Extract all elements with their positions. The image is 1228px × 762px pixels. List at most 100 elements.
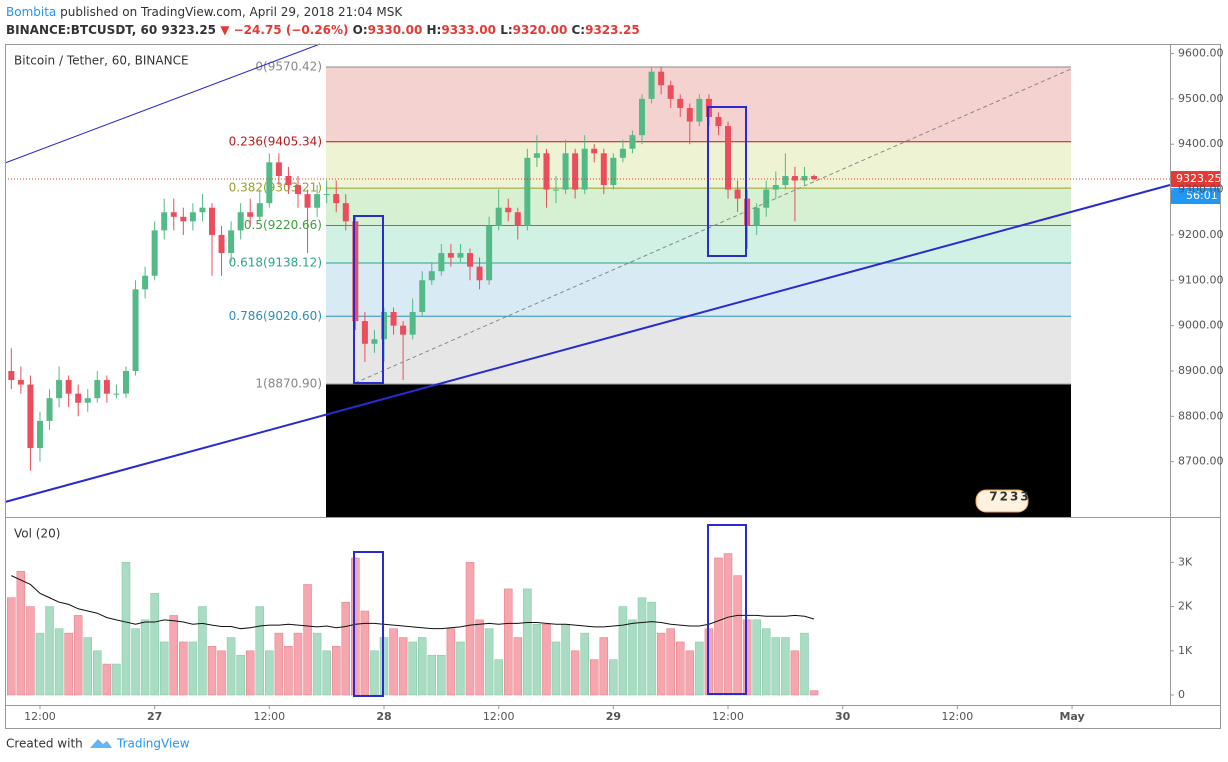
volume-bar bbox=[379, 637, 389, 696]
y-tick-label: 9600.00 bbox=[1178, 47, 1224, 60]
candle-body bbox=[294, 185, 301, 195]
volume-bar bbox=[255, 606, 265, 696]
volume-bar bbox=[437, 654, 446, 696]
volume-bar bbox=[54, 628, 64, 696]
candle-body bbox=[333, 194, 340, 204]
fib-label: 0(9570.42) bbox=[255, 59, 322, 73]
candle-body bbox=[791, 175, 798, 181]
candle-body bbox=[457, 253, 464, 258]
x-tick-label: 28 bbox=[376, 710, 391, 723]
candle-body bbox=[619, 148, 626, 158]
volume-title: Vol (20) bbox=[14, 527, 60, 541]
volume-bar bbox=[45, 606, 54, 696]
highlight-box bbox=[707, 524, 747, 695]
y2-tick-label: 1K bbox=[1178, 644, 1193, 657]
candle-body bbox=[94, 380, 101, 399]
author[interactable]: Bombita bbox=[6, 5, 56, 19]
volume-bar bbox=[628, 619, 637, 696]
badge-bg bbox=[975, 489, 1029, 513]
symbol-line: BINANCE:BTCUSDT, 60 9323.25 ▼ −24.75 (−0… bbox=[6, 23, 640, 37]
volume-bar bbox=[188, 641, 198, 696]
y-tick-label: 8800.00 bbox=[1178, 409, 1224, 422]
badge-text: 7233 bbox=[989, 490, 1030, 504]
volume-bar bbox=[542, 624, 551, 696]
candle-body bbox=[161, 212, 168, 231]
countdown-box bbox=[1171, 188, 1220, 205]
published: published on TradingView.com, April 29, … bbox=[60, 5, 403, 19]
volume-bar bbox=[389, 628, 398, 696]
volume-bar bbox=[446, 628, 456, 696]
y2-tick-label: 3K bbox=[1178, 555, 1193, 568]
candle-body bbox=[734, 189, 741, 199]
volume-bar bbox=[198, 606, 207, 696]
candle-body bbox=[648, 71, 655, 99]
volume-bar bbox=[427, 654, 437, 696]
change: ▼ −24.75 (−0.26%) bbox=[220, 23, 348, 37]
candle-body bbox=[84, 398, 91, 403]
candle-body bbox=[763, 189, 770, 208]
candle-body bbox=[428, 271, 435, 281]
candle-body bbox=[371, 339, 378, 344]
candle-body bbox=[17, 380, 24, 385]
candle-body bbox=[27, 384, 34, 449]
volume-bar bbox=[781, 637, 790, 696]
fib-zone bbox=[326, 316, 1071, 385]
candle-body bbox=[342, 203, 349, 222]
candle-body bbox=[304, 194, 311, 208]
fib-zone bbox=[326, 262, 1071, 317]
candle-body bbox=[610, 157, 617, 186]
y-tick-label: 8700.00 bbox=[1178, 455, 1224, 468]
candle-body bbox=[562, 153, 569, 190]
fib-label: 0.5(9220.66) bbox=[244, 218, 322, 232]
candle-body bbox=[686, 107, 693, 122]
candle-body bbox=[505, 207, 512, 213]
candle-body bbox=[56, 380, 63, 399]
plot: 9323.25 56:01 bbox=[5, 67, 1222, 696]
volume-bar bbox=[64, 632, 73, 696]
volume-bar bbox=[475, 619, 484, 696]
volume-bar bbox=[714, 557, 723, 696]
volume-bar bbox=[417, 637, 427, 696]
volume-bar bbox=[7, 597, 16, 696]
candle-body bbox=[75, 393, 82, 403]
candle-body bbox=[113, 393, 120, 395]
volume-bar bbox=[73, 615, 83, 696]
volume-bar bbox=[121, 562, 131, 696]
o-label: O: bbox=[353, 23, 368, 37]
candle-body bbox=[572, 153, 579, 190]
candle-body bbox=[390, 312, 397, 326]
volume-bar bbox=[647, 601, 656, 696]
candle-body bbox=[419, 280, 426, 313]
volume-bar bbox=[666, 628, 675, 696]
last-price-box bbox=[1171, 171, 1220, 188]
y-tick-label: 9200.00 bbox=[1178, 228, 1224, 241]
x-tick-label: 30 bbox=[835, 710, 851, 723]
candle-body bbox=[744, 198, 751, 226]
candle-body bbox=[361, 321, 368, 344]
candle-body bbox=[151, 230, 158, 276]
volume-bar bbox=[217, 650, 226, 696]
volume-bar bbox=[245, 650, 255, 696]
volume-bar bbox=[580, 632, 589, 696]
trend-line bbox=[4, 43, 321, 164]
candle-body bbox=[514, 212, 521, 226]
volume-bar bbox=[341, 601, 351, 696]
x-tick-label: 12:00 bbox=[253, 710, 285, 723]
fib-zone bbox=[326, 384, 1071, 517]
candle-body bbox=[801, 175, 808, 181]
drawings bbox=[4, 43, 1171, 697]
fib-label: 0.618(9138.12) bbox=[229, 255, 322, 269]
candle-body bbox=[65, 380, 72, 394]
trend-line bbox=[4, 184, 1171, 503]
candle-body bbox=[639, 98, 646, 136]
x-tick-label: 12:00 bbox=[712, 710, 744, 723]
candle-body bbox=[170, 212, 177, 217]
candle-body bbox=[524, 157, 531, 226]
candle-body bbox=[285, 175, 292, 186]
volume-bar bbox=[131, 628, 140, 696]
footer-brand[interactable]: TradingView bbox=[116, 737, 190, 751]
candle-body bbox=[247, 212, 254, 217]
volume-bar bbox=[312, 632, 322, 696]
volume-bar bbox=[159, 641, 169, 696]
volume-bar bbox=[532, 624, 542, 696]
